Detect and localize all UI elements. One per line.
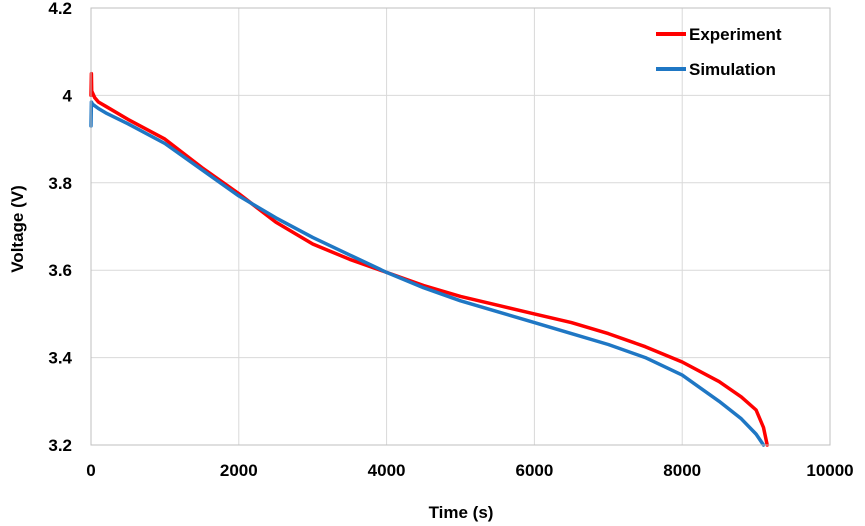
y-axis-ticks: 3.2 3.4 3.6 3.8 4 4.2 (48, 0, 72, 455)
x-tick-label: 6000 (515, 461, 553, 480)
series-line-experiment (89, 71, 769, 447)
legend: Experiment Simulation (656, 25, 782, 79)
x-axis-ticks: 0 2000 4000 6000 8000 10000 (86, 461, 853, 480)
y-tick-label: 3.4 (48, 349, 72, 368)
y-tick-label: 3.8 (48, 174, 72, 193)
x-tick-label: 4000 (368, 461, 406, 480)
series-layer (89, 71, 769, 447)
x-tick-label: 2000 (220, 461, 258, 480)
x-tick-label: 10000 (806, 461, 853, 480)
series-line-simulation (89, 100, 766, 447)
x-tick-label: 0 (86, 461, 95, 480)
y-tick-label: 3.2 (48, 436, 72, 455)
plot-frame (90, 7, 831, 446)
x-axis-title: Time (s) (429, 503, 494, 522)
y-axis-title: Voltage (V) (8, 185, 27, 273)
legend-label-experiment: Experiment (689, 25, 782, 44)
y-tick-label: 4 (63, 86, 73, 105)
x-tick-label: 8000 (663, 461, 701, 480)
legend-label-simulation: Simulation (689, 60, 776, 79)
y-tick-label: 3.6 (48, 261, 72, 280)
y-tick-label: 4.2 (48, 0, 72, 18)
